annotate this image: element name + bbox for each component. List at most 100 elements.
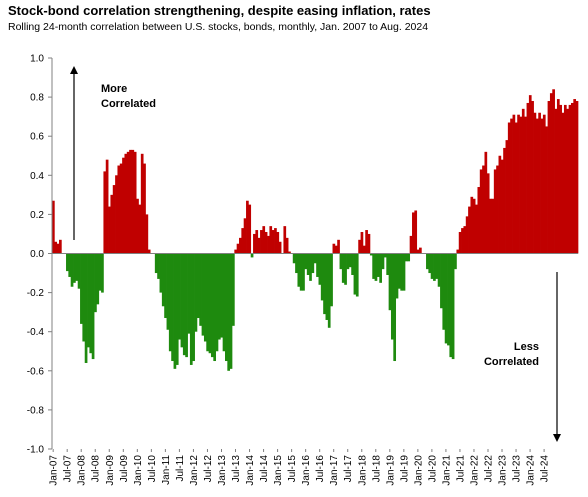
x-tick-label: Jul-22 bbox=[483, 455, 494, 483]
bar bbox=[276, 231, 280, 254]
bar bbox=[232, 253, 235, 326]
bar bbox=[316, 253, 319, 277]
bar bbox=[360, 231, 364, 254]
bar bbox=[292, 253, 296, 264]
y-tick-label: 1.0 bbox=[30, 54, 44, 65]
bar bbox=[108, 206, 111, 254]
x-axis-ticks: Jan-07 Jul-07 Jan-08 Jul-08 Jan-09 Jul-09 Jan-… bbox=[49, 449, 551, 486]
x-tick-label: Jan-08 bbox=[77, 455, 88, 486]
bar bbox=[187, 253, 191, 334]
bar bbox=[500, 159, 504, 254]
x-tick-label: Jan-12 bbox=[189, 455, 200, 486]
bar bbox=[573, 99, 577, 254]
bar bbox=[52, 200, 55, 254]
bar-series bbox=[52, 89, 579, 371]
bar bbox=[311, 253, 315, 274]
bar bbox=[166, 253, 170, 330]
bar bbox=[414, 210, 418, 254]
bar bbox=[412, 212, 415, 254]
bar bbox=[395, 253, 399, 299]
bar bbox=[246, 200, 249, 254]
bar bbox=[461, 228, 464, 254]
bar bbox=[98, 253, 102, 291]
bar bbox=[353, 253, 357, 295]
y-tick-label: 0.8 bbox=[30, 93, 44, 104]
bar bbox=[454, 253, 457, 270]
bar bbox=[70, 253, 74, 287]
bar bbox=[521, 108, 525, 254]
bar bbox=[505, 140, 509, 254]
bar bbox=[386, 253, 389, 275]
bar bbox=[563, 104, 567, 254]
bar bbox=[409, 235, 413, 254]
bar bbox=[510, 118, 513, 254]
x-tick-label: Jul-09 bbox=[119, 455, 130, 483]
x-tick-label: Jul-18 bbox=[371, 455, 382, 483]
bar bbox=[227, 253, 231, 371]
y-tick-label: 0.6 bbox=[30, 132, 44, 143]
bar bbox=[278, 241, 282, 254]
y-tick-label: 0.0 bbox=[30, 249, 44, 260]
bar bbox=[73, 253, 76, 283]
bar bbox=[115, 175, 118, 254]
bar bbox=[419, 247, 422, 254]
bar bbox=[161, 253, 165, 307]
bar bbox=[159, 253, 163, 293]
bar bbox=[133, 151, 137, 254]
bar bbox=[175, 253, 179, 365]
bar bbox=[451, 253, 455, 360]
bar bbox=[428, 253, 432, 274]
bar bbox=[75, 253, 79, 281]
bar bbox=[447, 253, 450, 346]
bar bbox=[369, 253, 373, 256]
x-tick-label: Jul-12 bbox=[203, 455, 214, 483]
bar bbox=[239, 237, 242, 254]
bar bbox=[362, 245, 366, 254]
y-axis-ticks: 1.0 0.8 0.6 0.4 0.2 0.0 -0.2 -0.4 -0.6 -0.8 -1.0 bbox=[27, 54, 52, 456]
bar bbox=[465, 216, 469, 254]
chart-subtitle: Rolling 24-month correlation between U.S… bbox=[8, 21, 429, 33]
bar bbox=[262, 226, 266, 254]
bar bbox=[367, 233, 371, 254]
bar bbox=[393, 253, 397, 362]
bar bbox=[54, 241, 58, 254]
bar bbox=[185, 253, 188, 358]
bar bbox=[528, 95, 532, 254]
bar bbox=[112, 185, 116, 254]
bar bbox=[210, 253, 214, 358]
x-tick-label: Jul-17 bbox=[343, 455, 354, 483]
x-tick-label: Jul-16 bbox=[315, 455, 326, 483]
x-tick-label: Jan-24 bbox=[526, 455, 537, 486]
bar bbox=[435, 253, 439, 279]
y-tick-label: -0.8 bbox=[27, 405, 45, 416]
bar bbox=[248, 204, 252, 254]
bar bbox=[468, 206, 471, 254]
bar bbox=[547, 101, 551, 254]
x-tick-label: Jul-21 bbox=[455, 455, 466, 483]
bar bbox=[341, 253, 345, 283]
bar bbox=[189, 253, 193, 365]
bar bbox=[376, 253, 380, 277]
bar bbox=[253, 233, 256, 254]
bar bbox=[503, 147, 506, 254]
bar bbox=[493, 169, 497, 254]
bar bbox=[101, 253, 104, 293]
bar bbox=[124, 153, 128, 254]
x-tick-label: Jan-22 bbox=[469, 455, 480, 486]
bar bbox=[433, 253, 436, 281]
bar bbox=[222, 253, 226, 352]
x-tick-label: Jul-14 bbox=[259, 455, 270, 483]
bar bbox=[535, 118, 539, 254]
bar bbox=[194, 253, 198, 332]
bar bbox=[552, 89, 555, 254]
bar bbox=[381, 253, 385, 270]
bar bbox=[103, 171, 107, 254]
bar bbox=[236, 243, 240, 254]
y-tick-label: 0.4 bbox=[30, 171, 44, 182]
x-tick-label: Jul-13 bbox=[231, 455, 242, 483]
x-tick-label: Jan-21 bbox=[441, 455, 452, 486]
bar bbox=[365, 230, 368, 254]
bar bbox=[512, 114, 516, 254]
bar bbox=[140, 153, 144, 254]
